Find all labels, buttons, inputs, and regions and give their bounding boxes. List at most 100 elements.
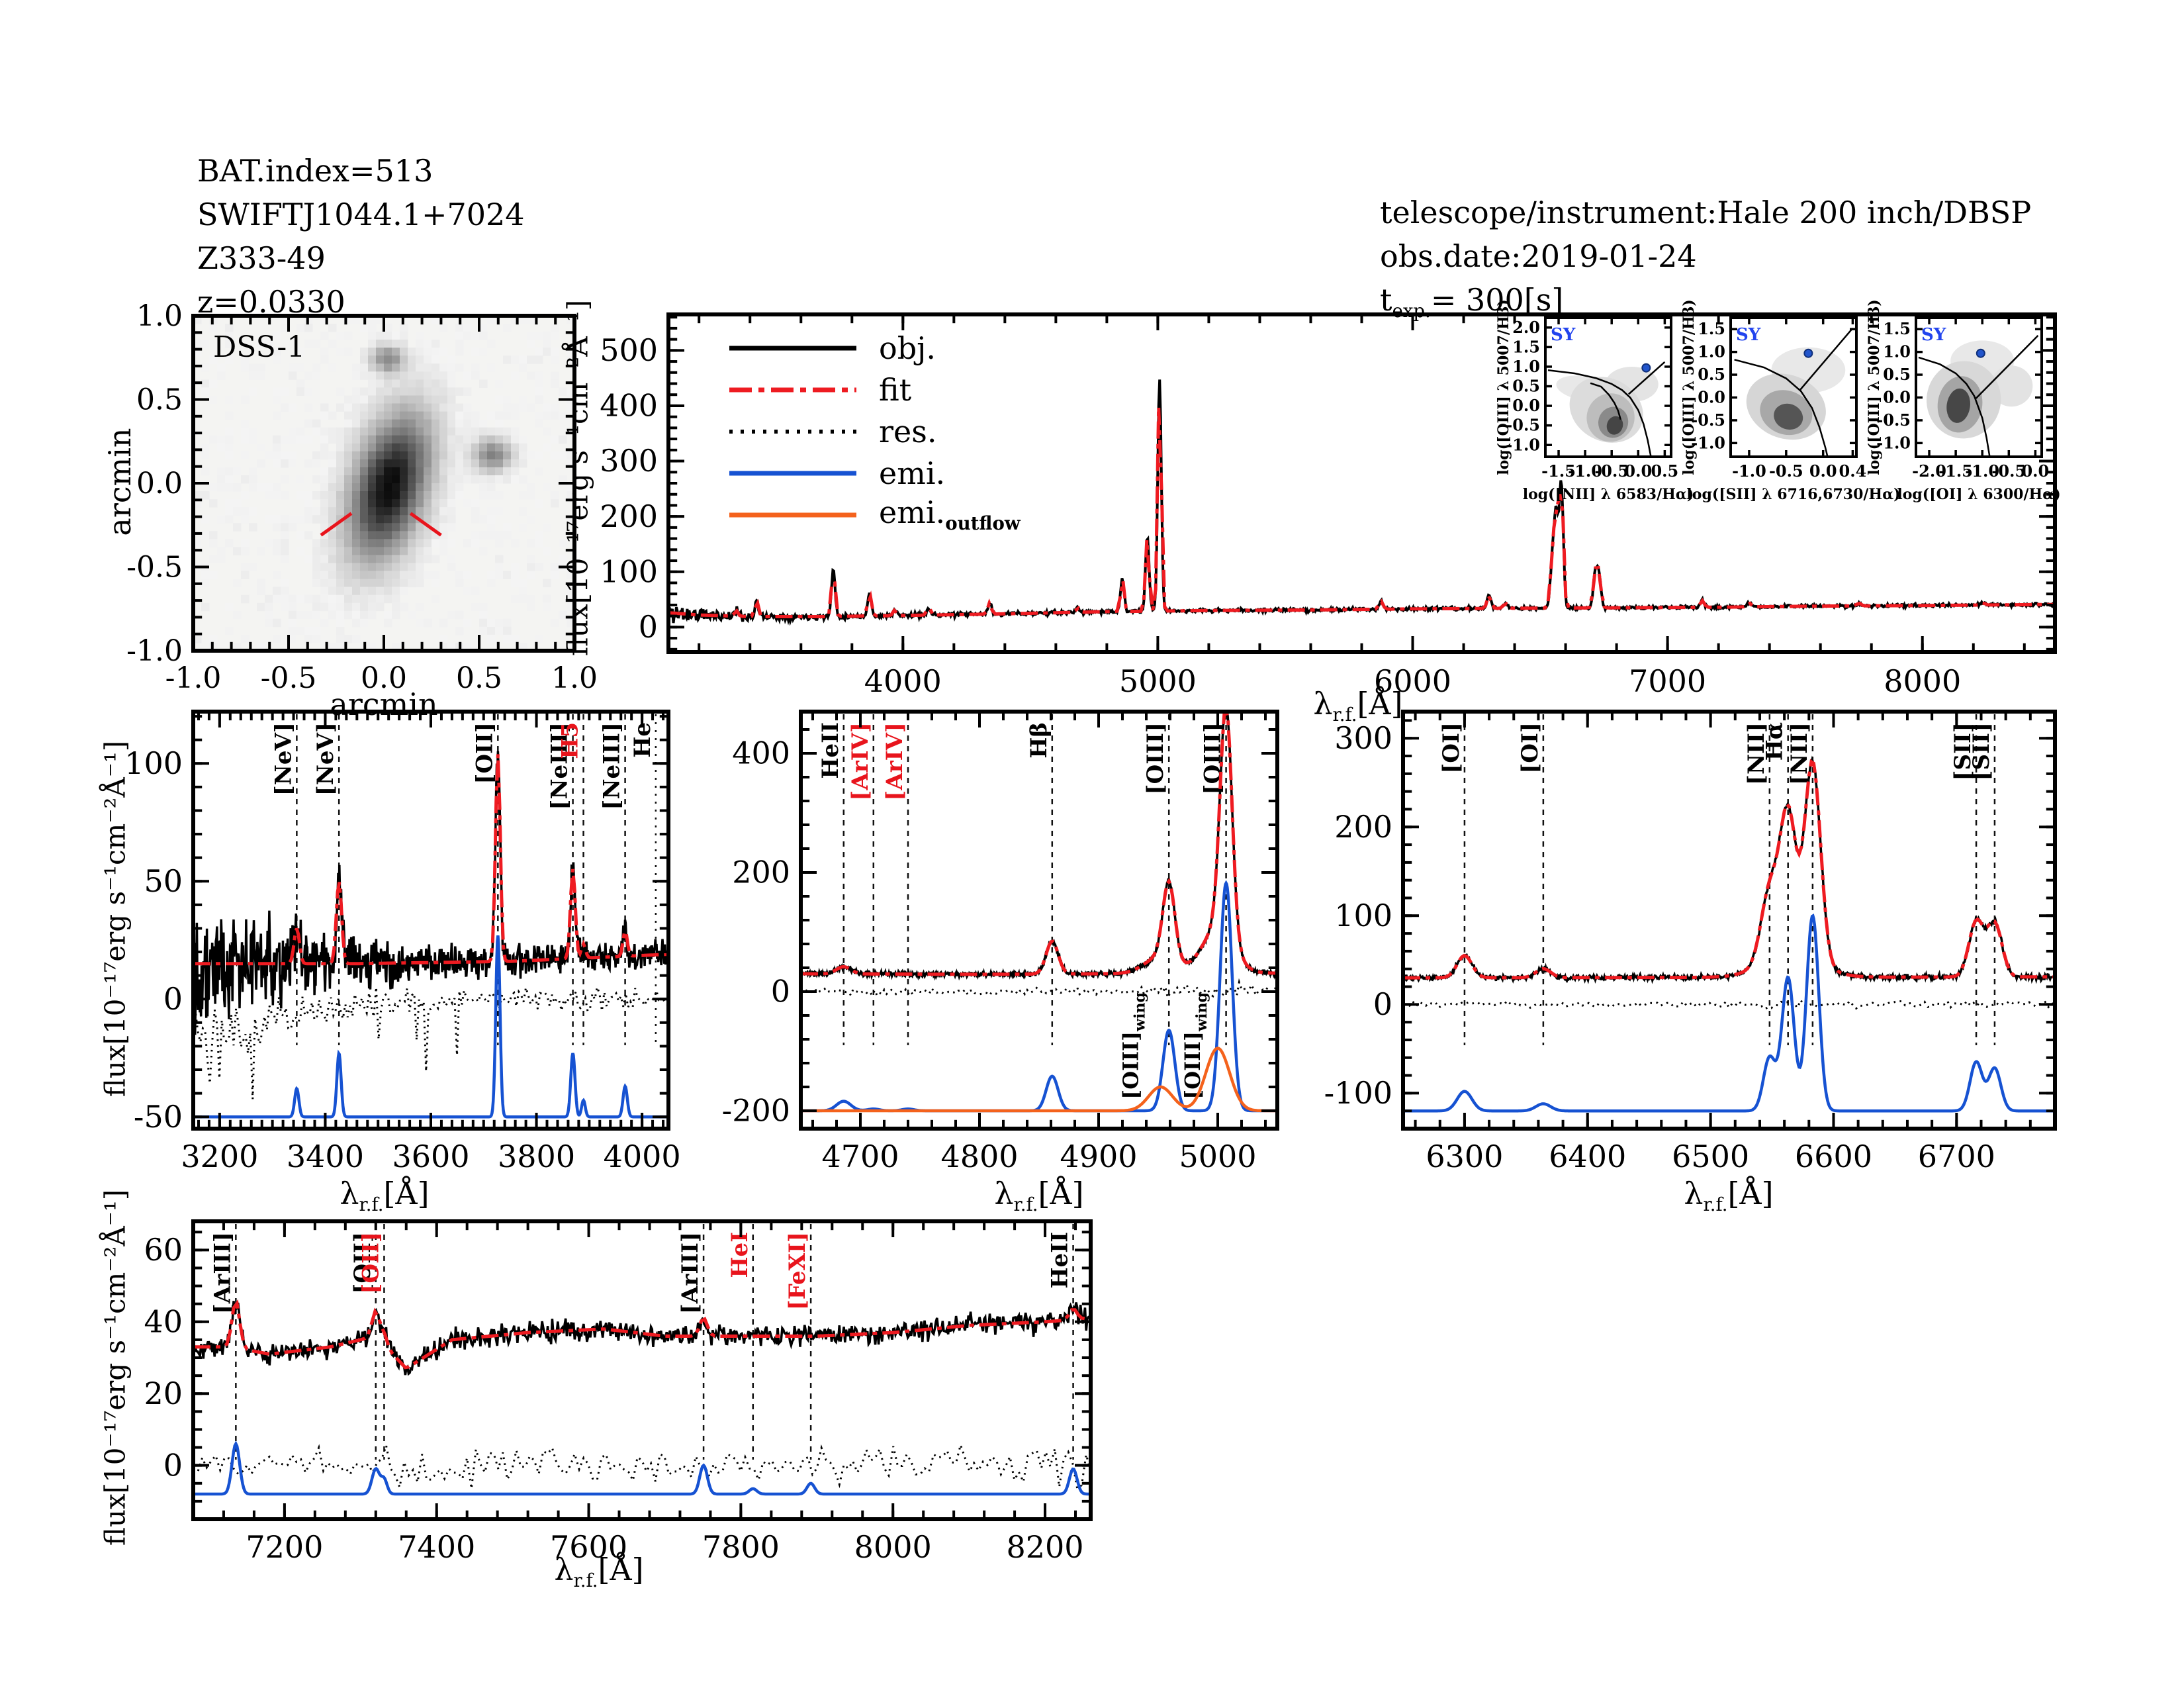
svg-text:1.0: 1.0 <box>1698 342 1725 361</box>
svg-text:0: 0 <box>639 609 658 645</box>
residual-curve <box>1403 998 2055 1011</box>
line-label: HeII <box>817 722 844 779</box>
bpt-data-point <box>1976 348 1985 358</box>
line-label: HeI <box>727 1232 753 1278</box>
fit-curve <box>801 712 1277 976</box>
line-label: [NeV] <box>270 722 296 796</box>
plot-area: [NeV] [NeV] [OII] [NeIII]H5 [NeIII] He <box>193 714 668 1119</box>
svg-text:-1.0: -1.0 <box>1691 433 1725 452</box>
svg-text:0.5: 0.5 <box>136 383 183 416</box>
fit-curve <box>1403 759 2054 980</box>
svg-text:0: 0 <box>1373 986 1392 1022</box>
line-label: [ArIV] <box>882 722 908 801</box>
svg-text:0.0: 0.0 <box>1512 396 1540 415</box>
lambda-sub: r.f. <box>573 1570 598 1592</box>
svg-text:6600: 6600 <box>1795 1139 1872 1174</box>
texp-symbol: t <box>1380 282 1392 318</box>
lambda-symbol: λ <box>1313 685 1333 722</box>
obs-info: telescope/instrument:Hale 200 inch/DBSP … <box>1380 191 2031 333</box>
svg-text:0.0: 0.0 <box>2021 461 2049 481</box>
bpt-inset: SY <box>1916 318 2042 457</box>
line-label: [NeV] <box>312 722 339 796</box>
line-label: [SII] <box>1968 722 1995 781</box>
zoom-halpha-panel: [OI] [OI] [NII]Hα[NII] [SII][SII]6300 6400 65… <box>1324 710 2057 1174</box>
svg-text:7200: 7200 <box>246 1529 323 1565</box>
texp-value: = 300[s] <box>1430 282 1564 318</box>
axes: -1.0 -0.5 0.0 0.5 1.0 -1.0 -0.5 0.0 0.5 1.0 <box>126 299 598 695</box>
full-spectrum-panel: 4000 5000 6000 7000 8000 0 100 200 300 400 500 SY -1… <box>600 299 2060 699</box>
line-label: [ArIII] <box>209 1232 236 1314</box>
object-spectrum <box>193 1301 1091 1376</box>
bpt-axes: -2.0-1.5-1.0-0.50.0-1.0-0.50.00.51.01.5 <box>1876 316 2049 481</box>
svg-text:400: 400 <box>732 735 790 771</box>
lambda-unit: [Å] <box>383 1175 430 1211</box>
svg-text:200: 200 <box>1334 809 1392 845</box>
lambda-sub: r.f. <box>1703 1194 1728 1216</box>
legend-item: fit <box>727 369 1021 410</box>
svg-text:-50: -50 <box>134 1099 183 1135</box>
svg-text:-1.5: -1.5 <box>1938 461 1973 481</box>
zoom-hbeta-xlabel: λr.f.[Å] <box>994 1176 1083 1215</box>
line-label: [NeIII] <box>599 722 625 810</box>
svg-text:3200: 3200 <box>181 1139 258 1174</box>
bpt-xlabel: log([OI] λ 6300/Hα) <box>1897 486 2060 503</box>
wing-label: [OIII]wing <box>1118 992 1148 1100</box>
source-name: Z333-49 <box>197 240 326 276</box>
legend-item: res. <box>727 410 1021 452</box>
svg-text:300: 300 <box>600 443 658 479</box>
line-label: H5 <box>557 722 584 759</box>
svg-text:200: 200 <box>600 498 658 534</box>
svg-text:0.5: 0.5 <box>456 661 502 695</box>
emission-curve <box>1403 914 2055 1113</box>
svg-text:-0.5: -0.5 <box>1506 416 1540 435</box>
legend-item: emi.outflow <box>727 494 1021 536</box>
sy-classification: SY <box>1551 325 1576 345</box>
axes: 6300 6400 6500 6600 6700 -100 0 100 200 300 <box>1324 710 2057 1174</box>
svg-text:0: 0 <box>771 974 790 1009</box>
svg-text:3800: 3800 <box>498 1139 575 1174</box>
zoom-blue-flux-label: flux[10⁻¹⁷erg s⁻¹cm⁻²Å⁻¹] <box>99 740 132 1098</box>
svg-text:0.4: 0.4 <box>1839 461 1867 481</box>
svg-text:6700: 6700 <box>1918 1139 1995 1174</box>
lambda-sub: r.f. <box>1332 704 1357 726</box>
svg-text:7000: 7000 <box>1629 663 1706 699</box>
line-label: [OII] <box>357 1232 384 1294</box>
legend-item: obj. <box>727 327 1021 369</box>
svg-text:1.5: 1.5 <box>1883 319 1911 338</box>
legend-line-sample <box>729 512 856 517</box>
svg-text:300: 300 <box>1334 720 1392 756</box>
sy-classification: SY <box>1921 325 1946 345</box>
svg-text:-1.0: -1.0 <box>1965 461 1999 481</box>
legend-label: emi. <box>879 455 946 491</box>
svg-text:0.5: 0.5 <box>1883 365 1911 384</box>
line-label: HeII <box>1047 1232 1073 1289</box>
svg-text:2.0: 2.0 <box>1512 318 1540 337</box>
dss-image-panel: -1.0 -0.5 0.0 0.5 1.0 -1.0 -0.5 0.0 0.5 1.0 DSS-1 <box>126 299 598 695</box>
svg-text:50: 50 <box>144 863 183 899</box>
axes: 3200 3400 3600 3800 4000 -50 0 50 100 <box>124 710 681 1174</box>
svg-text:0.0: 0.0 <box>1698 387 1725 406</box>
svg-text:-0.5: -0.5 <box>1876 410 1911 430</box>
svg-text:7800: 7800 <box>702 1529 780 1565</box>
density-blob <box>1774 403 1803 430</box>
svg-text:4700: 4700 <box>821 1139 899 1174</box>
svg-text:-100: -100 <box>1324 1075 1392 1111</box>
svg-text:0.5: 0.5 <box>1651 461 1678 481</box>
svg-text:6300: 6300 <box>1426 1139 1503 1174</box>
demarcation-curve <box>1918 356 1991 457</box>
axes: 4700 4800 4900 5000 -200 0 200 400 <box>722 710 1279 1174</box>
svg-text:4000: 4000 <box>604 1139 681 1174</box>
wing-label: [OIII]wing <box>1180 992 1210 1100</box>
svg-text:3400: 3400 <box>287 1139 364 1174</box>
demarcation-curve <box>1975 335 2039 399</box>
lambda-unit: [Å] <box>1038 1175 1084 1211</box>
telescope-instrument: telescope/instrument:Hale 200 inch/DBSP <box>1380 195 2032 230</box>
svg-text:-1.0: -1.0 <box>165 661 222 695</box>
lambda-unit: [Å] <box>1357 685 1403 722</box>
line-label: [OII] <box>471 722 498 784</box>
svg-text:-2.0: -2.0 <box>1912 461 1946 481</box>
legend-label: emi.outflow <box>879 494 1021 535</box>
zoom-halpha-xlabel: λr.f.[Å] <box>1684 1176 1773 1215</box>
legend-line-sample <box>729 429 856 434</box>
